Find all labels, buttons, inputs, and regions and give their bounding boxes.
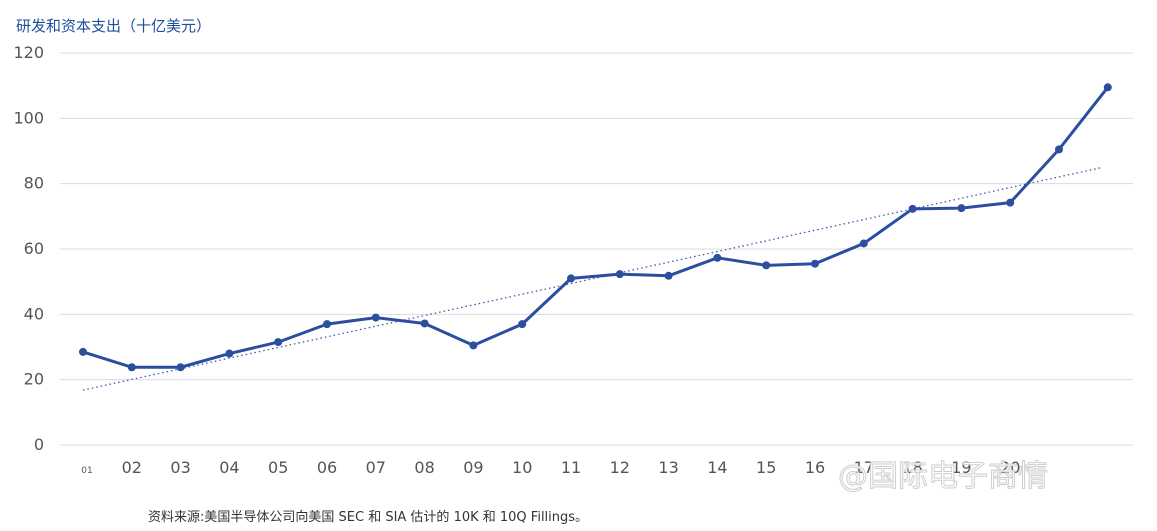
series-line xyxy=(82,86,1109,369)
data-point xyxy=(274,338,283,347)
x-tick-label: 08 xyxy=(414,458,434,477)
y-tick-label: 120 xyxy=(13,43,44,62)
x-tick-label: 20 xyxy=(1000,458,1020,477)
data-point xyxy=(1006,198,1015,207)
y-tick-label: 100 xyxy=(13,108,44,127)
x-tick-label: 02 xyxy=(122,458,142,477)
x-tick-label: 17 xyxy=(854,458,874,477)
data-point xyxy=(323,320,331,329)
data-point xyxy=(176,363,185,372)
trendline xyxy=(82,166,1103,391)
y-axis-ticks: 0 20 40 60 80 100 120 xyxy=(13,43,44,454)
data-point xyxy=(567,274,575,283)
source-note: 资料来源:美国半导体公司向美国 SEC 和 SIA 估计的 10K 和 10Q … xyxy=(148,509,588,525)
x-tick-label: 01 xyxy=(81,466,92,476)
data-point xyxy=(908,204,917,213)
x-axis-ticks: 01 02 03 04 05 06 07 08 09 10 11 12 13 14 15 16 17 18 19 20 xyxy=(81,458,1020,477)
x-tick-label: 16 xyxy=(805,458,825,477)
x-tick-label: 03 xyxy=(170,458,190,477)
x-tick-label: 06 xyxy=(317,458,337,477)
y-tick-label: 40 xyxy=(24,304,44,323)
trendline-group xyxy=(82,166,1103,391)
data-point xyxy=(518,320,527,329)
y-tick-label: 60 xyxy=(24,239,44,258)
x-tick-label: 12 xyxy=(610,458,630,477)
data-point xyxy=(762,261,771,270)
data-point xyxy=(469,341,478,350)
data-point xyxy=(713,253,722,262)
data-point xyxy=(127,363,136,372)
data-point xyxy=(420,319,429,328)
data-point xyxy=(1055,145,1063,154)
y-tick-label: 80 xyxy=(24,174,44,193)
x-tick-label: 14 xyxy=(707,458,727,477)
series-group xyxy=(79,83,1112,372)
data-point xyxy=(957,204,966,213)
x-tick-label: 04 xyxy=(219,458,239,477)
x-tick-label: 07 xyxy=(366,458,386,477)
x-tick-label: 05 xyxy=(268,458,288,477)
data-point xyxy=(79,347,87,356)
data-point xyxy=(615,270,624,279)
x-tick-label: 15 xyxy=(756,458,776,477)
y-tick-label: 20 xyxy=(24,370,44,389)
data-point xyxy=(1103,83,1112,92)
x-tick-label: 18 xyxy=(902,458,922,477)
x-tick-label: 13 xyxy=(658,458,678,477)
chart-title: 研发和资本支出（十亿美元） xyxy=(16,17,211,35)
data-point xyxy=(811,259,819,268)
x-tick-label: 11 xyxy=(561,458,581,477)
data-point xyxy=(225,349,234,358)
gridlines xyxy=(60,52,1133,446)
data-point xyxy=(664,271,673,280)
x-tick-label: 10 xyxy=(512,458,532,477)
y-tick-label: 0 xyxy=(34,435,44,454)
data-point xyxy=(859,239,868,248)
x-tick-label: 09 xyxy=(463,458,483,477)
x-tick-label: 19 xyxy=(951,458,971,477)
data-point xyxy=(371,313,380,322)
watermark: @国际电子商情 xyxy=(838,459,1048,494)
